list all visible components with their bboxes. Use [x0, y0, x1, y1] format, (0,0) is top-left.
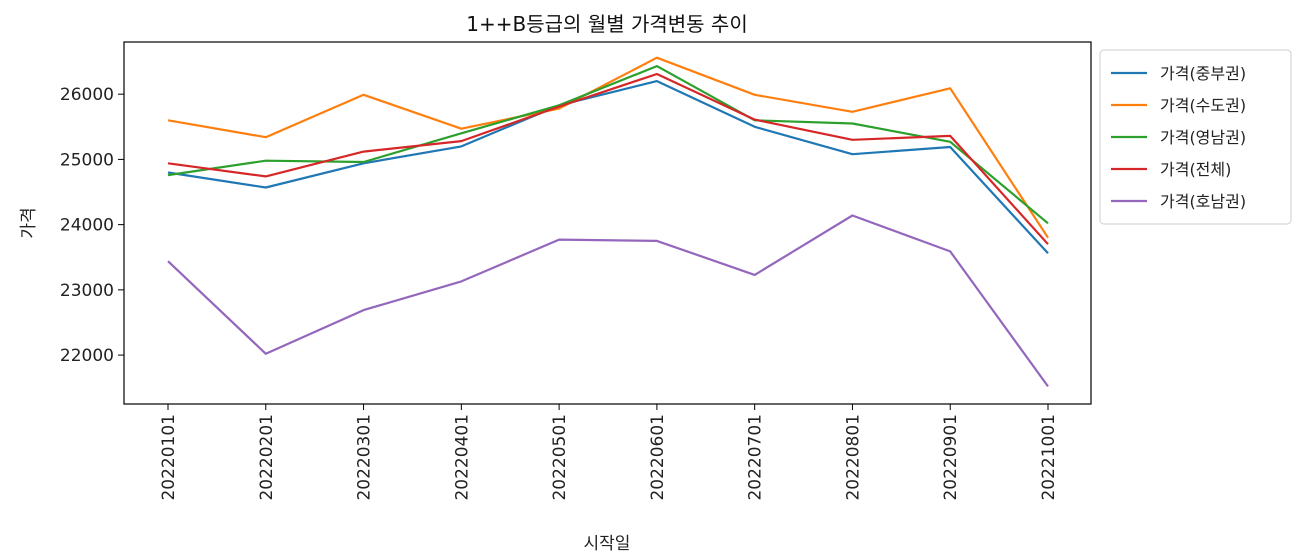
- x-tick-label: 20220101: [159, 414, 179, 501]
- y-tick-label: 23000: [60, 281, 114, 301]
- y-axis-label: 가격: [19, 207, 39, 238]
- x-tick-label: 20220801: [843, 414, 863, 501]
- y-tick-label: 24000: [60, 216, 114, 236]
- x-tick-label: 20221001: [1039, 414, 1059, 501]
- series-layer: [167, 56, 1049, 388]
- legend-label: 가격(호남권): [1160, 192, 1246, 211]
- x-tick-label: 20220301: [355, 414, 375, 501]
- legend-label: 가격(영남권): [1160, 128, 1246, 147]
- legend-label: 가격(수도권): [1160, 96, 1246, 115]
- x-tick-label: 20220701: [746, 414, 766, 501]
- x-tick-label: 20220401: [452, 414, 472, 501]
- legend: 가격(중부권) 가격(수도권) 가격(영남권) 가격(전체) 가격(호남권): [1099, 49, 1292, 225]
- x-axis-label: 시작일: [584, 534, 631, 554]
- y-tick-label: 25000: [60, 150, 114, 170]
- series-line-4: [167, 214, 1049, 388]
- x-tick-label: 20220901: [941, 414, 961, 501]
- series-line-2: [167, 64, 1049, 225]
- y-tick-label: 22000: [60, 346, 114, 366]
- chart-title: 1++B등급의 월별 가격변동 추이: [466, 12, 747, 36]
- legend-label: 가격(중부권): [1160, 64, 1246, 83]
- x-tick-label: 20220201: [257, 414, 277, 501]
- y-tick-label: 26000: [60, 85, 114, 105]
- series-line-1: [167, 56, 1049, 239]
- legend-label: 가격(전체): [1160, 160, 1231, 179]
- series-line-3: [167, 72, 1049, 245]
- x-tick-label: 20220601: [648, 414, 668, 501]
- plot-area-frame: [123, 41, 1092, 405]
- series-line-0: [167, 79, 1049, 255]
- x-tick-label: 20220501: [550, 414, 570, 501]
- legend-frame: [1099, 49, 1292, 225]
- ticks-layer: 22000 23000 24000 25000 26000 20220101 2022020…: [60, 85, 1059, 500]
